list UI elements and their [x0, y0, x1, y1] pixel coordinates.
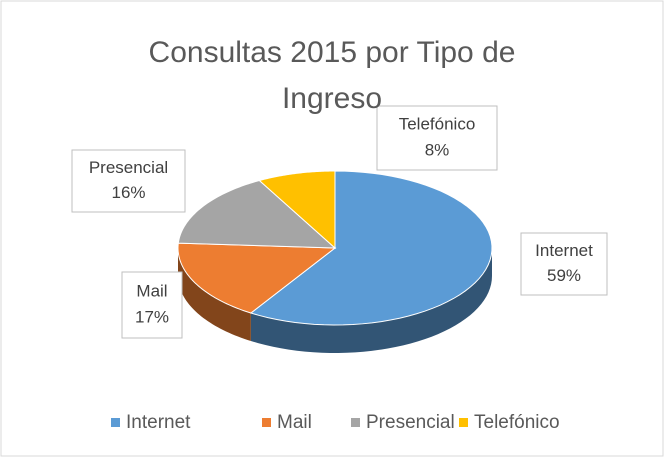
- legend-swatch: [262, 418, 271, 427]
- data-label-box: [71, 149, 186, 213]
- data-label-name: Telefónico: [399, 115, 476, 134]
- data-label-box: [121, 271, 183, 339]
- data-label-value: 16%: [111, 183, 145, 202]
- pie-slice: [177, 179, 337, 249]
- legend-label: Telefónico: [474, 412, 560, 433]
- data-label-name: Mail: [136, 281, 167, 300]
- data-label-box: [376, 105, 498, 171]
- data-label-value: 17%: [135, 308, 169, 327]
- legend-swatch: [351, 418, 360, 427]
- legend-swatch: [459, 418, 468, 427]
- data-label-name: Presencial: [89, 158, 168, 177]
- data-label-value: 8%: [425, 140, 450, 159]
- legend-label: Presencial: [366, 412, 455, 433]
- chart-title: Consultas 2015 por Tipo de Ingreso: [148, 36, 516, 115]
- legend-swatch: [111, 418, 120, 427]
- pie-slice: [249, 170, 493, 326]
- pie-slice-side: [250, 248, 492, 353]
- legend-label: Internet: [126, 412, 191, 433]
- data-label-value: 59%: [547, 266, 581, 285]
- pie-slice: [258, 170, 336, 250]
- pie-slice: [177, 242, 337, 314]
- legend-label: Mail: [277, 412, 312, 433]
- data-label-box: [520, 232, 608, 296]
- pie-slice-side: [178, 248, 251, 342]
- data-label-name: Internet: [535, 241, 593, 260]
